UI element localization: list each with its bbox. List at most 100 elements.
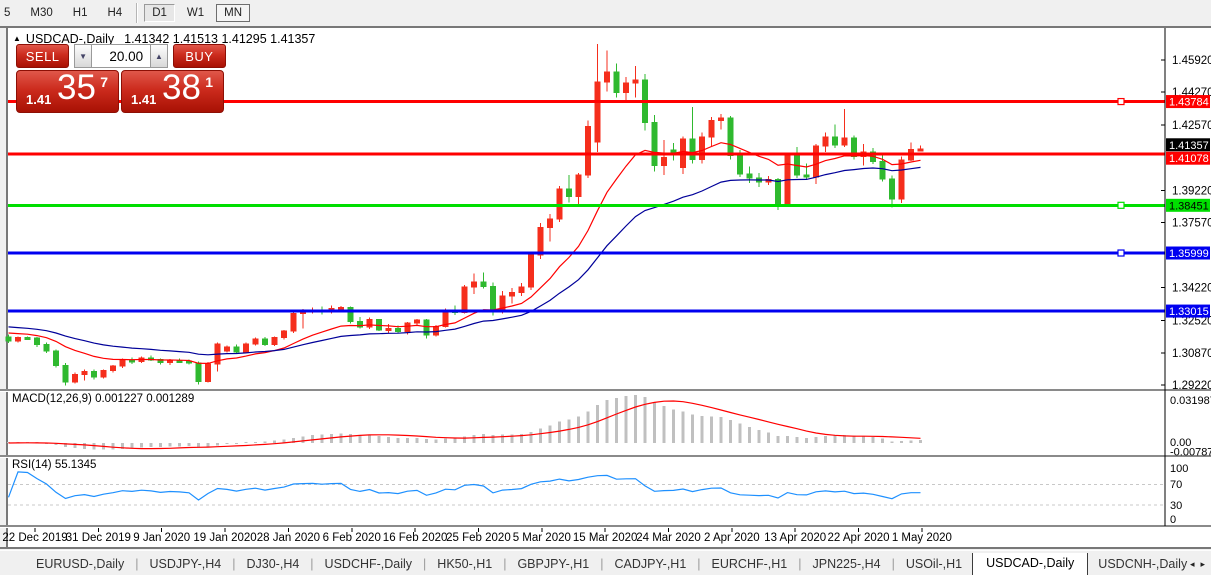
rsi-axis-label: 0 [1170, 514, 1176, 526]
volume-increase-button[interactable]: ▲ [150, 44, 168, 68]
ma-slow-line [8, 166, 921, 356]
collapse-triangle-icon[interactable]: ▲ [13, 34, 21, 43]
candle-body [376, 319, 382, 331]
chart-tab-cadjpyh1[interactable]: CADJPY-,H1 [614, 557, 687, 571]
candle-body [537, 227, 544, 256]
timeframe-m30-button[interactable]: M30 [30, 7, 53, 19]
candle-body [661, 157, 667, 166]
candle-body [281, 330, 287, 339]
candle-body [813, 145, 819, 178]
line-anchor-handle[interactable] [1117, 201, 1125, 209]
candle-body [889, 178, 895, 200]
timeframe-mn-button[interactable]: MN [216, 4, 251, 22]
chart-tab-eurusddaily[interactable]: EURUSD-,Daily [36, 557, 125, 571]
ohlc-high: 1.41513 [172, 32, 218, 46]
line-anchor-handle[interactable] [1117, 97, 1125, 106]
candle-body [338, 306, 344, 310]
candle-body [385, 327, 392, 331]
timeframe-w1-button[interactable]: W1 [186, 7, 205, 19]
candle-body [490, 285, 496, 313]
candle-body [404, 322, 411, 333]
price-line-badge: 1.43784 [1169, 97, 1209, 109]
tab-separator: | [503, 557, 507, 571]
tab-scroll-left-icon[interactable]: ◂ [1189, 559, 1195, 569]
candle-body [233, 346, 240, 353]
price-axis-label: 1.39220 [1172, 185, 1211, 197]
one-click-trading-panel: SELL ▼ 20.00 ▲ BUY 1.41 35 7 1.41 38 1 [16, 44, 226, 113]
candle-body [205, 363, 211, 382]
candle-body [243, 343, 249, 353]
ma-fast-line [8, 142, 921, 365]
chart-tab-usoilh1[interactable]: USOil-,H1 [905, 557, 963, 571]
candle-body [480, 281, 487, 287]
chart-tab-usdcaddaily[interactable]: USDCAD-,Daily [972, 553, 1089, 575]
chart-tab-eurchfh1[interactable]: EURCHF-,H1 [711, 557, 788, 571]
ohlc-close: 1.41357 [270, 32, 316, 46]
volume-decrease-button[interactable]: ▼ [74, 44, 92, 68]
chart-tab-usdchfdaily[interactable]: USDCHF-,Daily [324, 557, 413, 571]
candle-body [186, 360, 192, 364]
candle-body [613, 71, 620, 93]
candle-body [119, 359, 126, 367]
price-axis-label: 1.34220 [1172, 283, 1211, 295]
candle-body [566, 188, 572, 198]
tab-separator: | [891, 557, 895, 571]
candle-body [395, 327, 401, 333]
rsi-axis-label: 30 [1170, 500, 1182, 512]
chart-window-background [7, 28, 1211, 548]
timeframe-h4-button[interactable]: H4 [107, 7, 123, 19]
rsi-axis-label: 70 [1170, 479, 1182, 491]
candle-body [100, 370, 107, 378]
time-axis-label: 15 Mar 2020 [573, 532, 638, 544]
price-line-badge-bg [1166, 246, 1210, 260]
buy-price-pip: 1 [205, 74, 213, 90]
chart-canvas[interactable]: 1.459201.442701.425701.392201.375701.342… [0, 0, 1211, 550]
candle-body [604, 71, 610, 83]
candle-body [518, 286, 525, 293]
buy-button[interactable]: BUY [172, 44, 226, 68]
chevron-down-icon: ▼ [79, 51, 88, 61]
tab-scroll-arrows: ◂ ▸ [1188, 559, 1211, 575]
candle-body [81, 371, 88, 376]
line-anchor-handle[interactable] [1117, 249, 1125, 257]
timeframe-h1-button[interactable]: H1 [72, 7, 88, 19]
sell-price-tile[interactable]: 1.41 35 7 [16, 68, 119, 113]
chevron-up-icon: ▲ [154, 51, 163, 61]
candle-body [224, 346, 230, 352]
macd-signal-line [8, 400, 921, 450]
timeframe-toolbar: 5 M30 H1 H4 D1 W1 MN [0, 0, 1211, 26]
time-axis-label: 25 Feb 2020 [446, 532, 511, 544]
chart-tab-gbpjpyh1[interactable]: GBPJPY-,H1 [517, 557, 590, 571]
candle-body [746, 173, 753, 179]
chart-tab-jpn225h4[interactable]: JPN225-,H4 [812, 557, 881, 571]
ohlc-low: 1.41295 [221, 32, 267, 46]
tab-separator: | [600, 557, 604, 571]
candle-body [737, 155, 743, 175]
timeframe-d1-button[interactable]: D1 [144, 4, 175, 22]
sell-button[interactable]: SELL [16, 44, 70, 68]
candle-body [585, 126, 591, 176]
chart-tab-hk50h1[interactable]: HK50-,H1 [437, 557, 493, 571]
chart-tab-usdcnhdaily[interactable]: USDCNH-,Daily [1098, 557, 1188, 571]
timeframe-m5-button[interactable]: 5 [4, 7, 11, 19]
candle-body [414, 319, 420, 324]
volume-field[interactable]: 20.00 [91, 44, 151, 68]
price-line-badge-bg [1166, 95, 1210, 109]
candle-body [775, 178, 781, 204]
tab-scroll-right-icon[interactable]: ▸ [1200, 559, 1205, 569]
rsi-line [7, 471, 921, 501]
price-line-badge-bg [1166, 198, 1210, 212]
time-axis-label: 31 Dec 2019 [66, 532, 131, 544]
time-axis-label: 2 Apr 2020 [704, 532, 760, 544]
time-axis-label: 9 Jan 2020 [133, 532, 190, 544]
sell-price-prefix: 1.41 [26, 92, 52, 107]
chart-tab-dj30h4[interactable]: DJ30-,H4 [246, 557, 300, 571]
candle-body [623, 82, 629, 93]
candle-body [110, 365, 116, 372]
chart-tab-usdjpyh4[interactable]: USDJPY-,H4 [149, 557, 222, 571]
candle-body [822, 136, 829, 147]
current-price-badge: 1.41357 [1169, 140, 1209, 152]
buy-price-tile[interactable]: 1.41 38 1 [121, 68, 224, 113]
candle-body [347, 306, 354, 322]
